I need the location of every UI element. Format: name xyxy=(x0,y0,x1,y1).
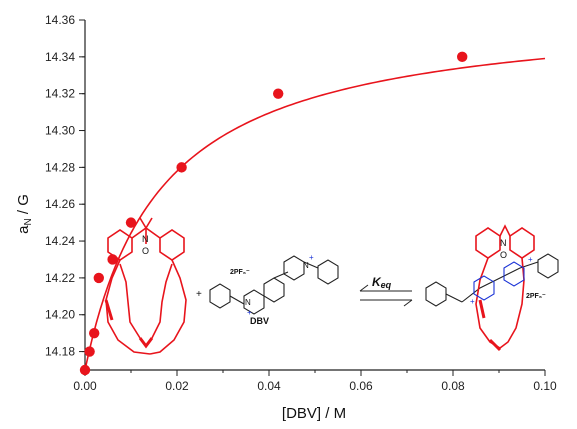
y-tick-label: 14.34 xyxy=(45,50,75,64)
plus-sign: + xyxy=(196,289,202,300)
equilibrium-constant: Keq xyxy=(372,275,392,290)
data-point xyxy=(93,272,105,284)
data-points xyxy=(79,51,468,376)
y-tick-label: 14.22 xyxy=(45,271,75,285)
y-axis-title: aN / G xyxy=(15,194,34,234)
x-tick-label: 0.10 xyxy=(533,379,557,393)
tick-labels: 0.00 0.02 0.04 0.06 0.08 0.10 14.18 14.20 14.22 1… xyxy=(45,13,557,393)
fit-curve xyxy=(84,57,546,371)
y-tick-label: 14.20 xyxy=(45,308,75,322)
data-point xyxy=(273,88,284,99)
y-tick-label: 14.28 xyxy=(45,160,75,174)
eq-subscript: eq xyxy=(381,280,392,290)
y-axis-title-main: a xyxy=(15,225,32,234)
complex-charge-left: + xyxy=(470,297,475,306)
host-macrocycle-left xyxy=(104,217,187,355)
data-point xyxy=(84,346,95,357)
host-left-O-label: O xyxy=(142,246,149,256)
dbv-label: DBV xyxy=(250,316,269,326)
complex-N-label: N xyxy=(500,238,507,248)
dbv-charge-right: + xyxy=(309,253,314,262)
tick-marks xyxy=(79,19,546,376)
complex-O-label: O xyxy=(500,250,507,260)
eq-symbol: K xyxy=(372,275,382,289)
y-tick-label: 14.24 xyxy=(45,234,75,248)
complex-guest-rings xyxy=(473,261,525,301)
data-point xyxy=(457,51,468,63)
y-axis-title-unit: / G xyxy=(15,194,32,218)
y-tick-label: 14.36 xyxy=(45,13,75,27)
y-tick-label: 14.30 xyxy=(45,124,75,138)
counter-ion-left: 2PF₆⁻ xyxy=(230,269,250,276)
data-point xyxy=(176,162,187,173)
dbv-N2-label: N xyxy=(303,261,309,270)
data-point xyxy=(125,217,137,228)
x-tick-label: 0.02 xyxy=(165,379,189,393)
equilibrium-arrows xyxy=(359,284,413,307)
x-axis-title: [DBV] / M xyxy=(282,405,346,422)
x-tick-label: 0.08 xyxy=(441,379,465,393)
host-left-N-label: N xyxy=(142,234,149,244)
y-axis-title-subscript: N xyxy=(23,218,34,225)
axes xyxy=(84,20,545,371)
dbv-N1-label: N xyxy=(245,298,251,307)
data-point xyxy=(107,254,118,265)
x-tick-label: 0.00 xyxy=(73,379,97,393)
complex-counter-ion: 2PF₆⁻ xyxy=(526,293,546,300)
reaction-scheme: N O + N N + + 2PF₆⁻ DBV Keq xyxy=(104,217,559,355)
svg-text:aN / G: aN / G xyxy=(15,194,34,234)
dbv-charge-left: + xyxy=(247,308,252,317)
y-tick-label: 14.18 xyxy=(45,345,75,359)
complex-charge-right: + xyxy=(528,255,533,264)
data-point xyxy=(79,364,91,376)
data-point xyxy=(89,327,100,339)
x-tick-label: 0.04 xyxy=(257,379,281,393)
x-tick-label: 0.06 xyxy=(349,379,373,393)
y-tick-label: 14.32 xyxy=(45,87,75,101)
dbv-molecule xyxy=(209,255,339,315)
y-tick-label: 14.26 xyxy=(45,197,75,211)
